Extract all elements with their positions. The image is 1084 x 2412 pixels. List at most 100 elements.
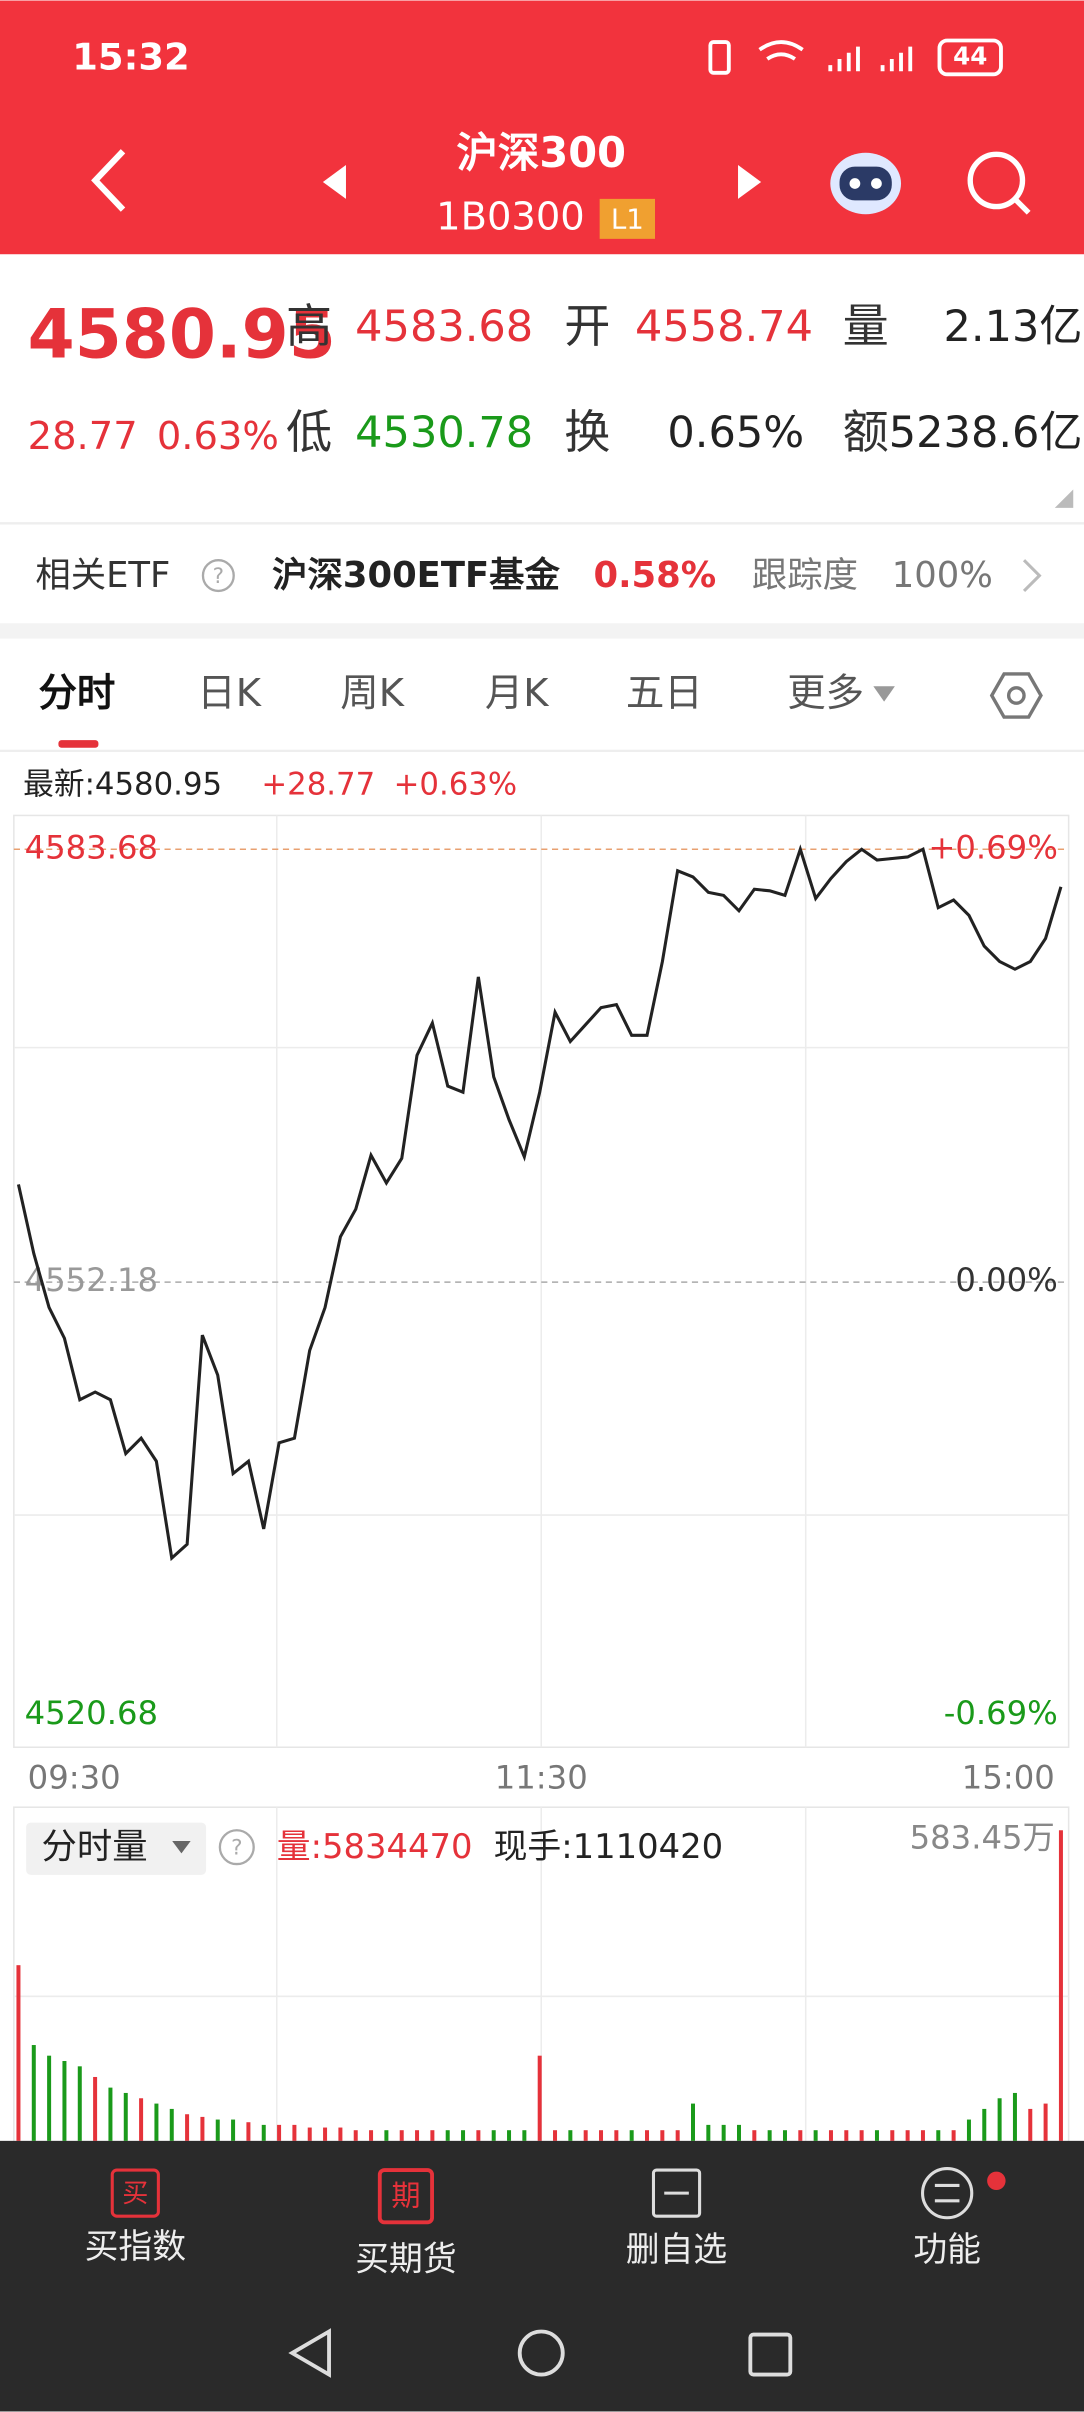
volume-bar: [645, 2130, 650, 2141]
volume-bar: [384, 2130, 389, 2141]
nav-label[interactable]: 删自选: [626, 2230, 727, 2269]
volume-title: 分时量: [42, 1827, 148, 1868]
volume-arrow: [172, 1841, 191, 1854]
volume-bar: [323, 2127, 328, 2141]
field-value: 4558.74: [635, 302, 813, 352]
volume-bar: [430, 2130, 435, 2141]
volume-selector[interactable]: [26, 1822, 207, 1875]
volume-bar: [231, 2119, 236, 2141]
volume-bar: [583, 2130, 588, 2141]
volume-layer: [16, 1830, 1063, 2141]
volume-bar: [675, 2130, 680, 2141]
y-tick-label: 4583.68: [25, 828, 158, 866]
nav-label[interactable]: 买期货: [355, 2239, 456, 2278]
volume-bar: [31, 2045, 36, 2141]
volume-bar: [660, 2130, 665, 2141]
nav-label[interactable]: 功能: [913, 2230, 981, 2269]
tab[interactable]: 五日: [626, 671, 703, 716]
etf-name: 沪深300ETF基金: [272, 555, 560, 596]
nav-icon: [651, 2168, 702, 2218]
volume-bar: [185, 2114, 190, 2141]
volume-bar: [537, 2055, 542, 2141]
tab[interactable]: 分时: [38, 671, 115, 716]
volume-bar: [828, 2130, 833, 2141]
etf-row[interactable]: 相关ETF ? 沪深300ETF基金 0.58% 跟踪度 100%: [35, 555, 1042, 596]
volume-bar: [752, 2130, 757, 2141]
volume-total: 量:5834470: [277, 1827, 473, 1866]
track-label: 跟踪度: [752, 555, 858, 596]
volume-bar: [813, 2130, 818, 2141]
volume-bar: [491, 2130, 496, 2141]
y2-tick-label: +0.69%: [928, 828, 1058, 866]
field-value: 0.65%: [667, 408, 804, 458]
volume-bar: [1043, 2103, 1048, 2141]
change-pct: 0.63%: [157, 414, 279, 459]
volume-bar: [1012, 2092, 1017, 2141]
nav-label[interactable]: 买指数: [85, 2227, 186, 2266]
field-value: 5238.6亿: [889, 408, 1083, 458]
badge: L1: [611, 202, 644, 235]
back-button[interactable]: [91, 149, 126, 212]
field-label: 量: [843, 299, 889, 353]
help-icon: [218, 1829, 255, 1866]
nav-badge: [987, 2171, 1006, 2191]
tab[interactable]: 月K: [485, 671, 549, 716]
tab[interactable]: 日K: [197, 671, 261, 716]
volume-bar: [982, 2108, 987, 2141]
tab-indicator: [58, 740, 99, 748]
volume-bar: [169, 2108, 174, 2141]
volume-bar: [292, 2124, 297, 2141]
badge-bg: [599, 198, 656, 239]
field-value: 4583.68: [355, 302, 533, 352]
volume-bar: [399, 2130, 404, 2141]
robot-icon[interactable]: [830, 152, 902, 215]
volume-bar: [246, 2122, 251, 2141]
x-tick-label: 09:30: [28, 1759, 121, 1797]
next-button[interactable]: [738, 165, 762, 199]
nav-icon: [921, 2166, 974, 2220]
volume-bar: [691, 2103, 695, 2141]
etf-pct: 0.58%: [594, 555, 717, 596]
track-value: 100%: [892, 555, 993, 596]
corner-mark: [1054, 489, 1074, 508]
x-tick-label: 11:30: [495, 1759, 588, 1797]
volume-bar: [77, 2066, 82, 2141]
system-nav[interactable]: [288, 2328, 793, 2378]
tab[interactable]: 更多: [787, 671, 864, 716]
volume-bar: [154, 2103, 159, 2141]
tab[interactable]: 周K: [340, 671, 404, 716]
volume-bar: [599, 2130, 604, 2141]
info-change: +28.77: [261, 767, 375, 803]
battery: 44: [953, 41, 987, 70]
prev-button[interactable]: [322, 165, 346, 199]
search-icon[interactable]: [967, 151, 1031, 215]
header-title: 沪深300: [456, 128, 626, 177]
volume-bar: [767, 2130, 772, 2141]
nav-icon-text: 买: [122, 2179, 148, 2209]
nav-icon: [934, 2183, 960, 2203]
field-label: 高: [286, 299, 332, 353]
settings-icon[interactable]: [989, 672, 1043, 719]
volume-bar: [16, 1965, 21, 2141]
volume-bar: [874, 2130, 879, 2141]
volume-bar: [844, 2130, 849, 2141]
volume-bar: [614, 2130, 619, 2141]
volume-bar: [920, 2130, 925, 2141]
volume-bar: [629, 2130, 634, 2141]
volume-bar: [123, 2092, 128, 2141]
volume-bar: [415, 2130, 420, 2141]
volume-bar: [1058, 1830, 1063, 2141]
volume-bar: [706, 2124, 711, 2141]
price-line: [16, 844, 1063, 1562]
field-label: 开: [564, 299, 610, 353]
volume-bar: [200, 2116, 205, 2141]
volume-bar: [721, 2124, 726, 2141]
nav-icon-text: 期: [391, 2179, 420, 2213]
volume-bar: [445, 2130, 450, 2141]
header-bg: [0, 0, 1084, 255]
volume-bar: [369, 2130, 374, 2141]
chevron: [1022, 559, 1042, 593]
volume-bar: [461, 2130, 466, 2141]
section-gap: [0, 623, 1084, 639]
